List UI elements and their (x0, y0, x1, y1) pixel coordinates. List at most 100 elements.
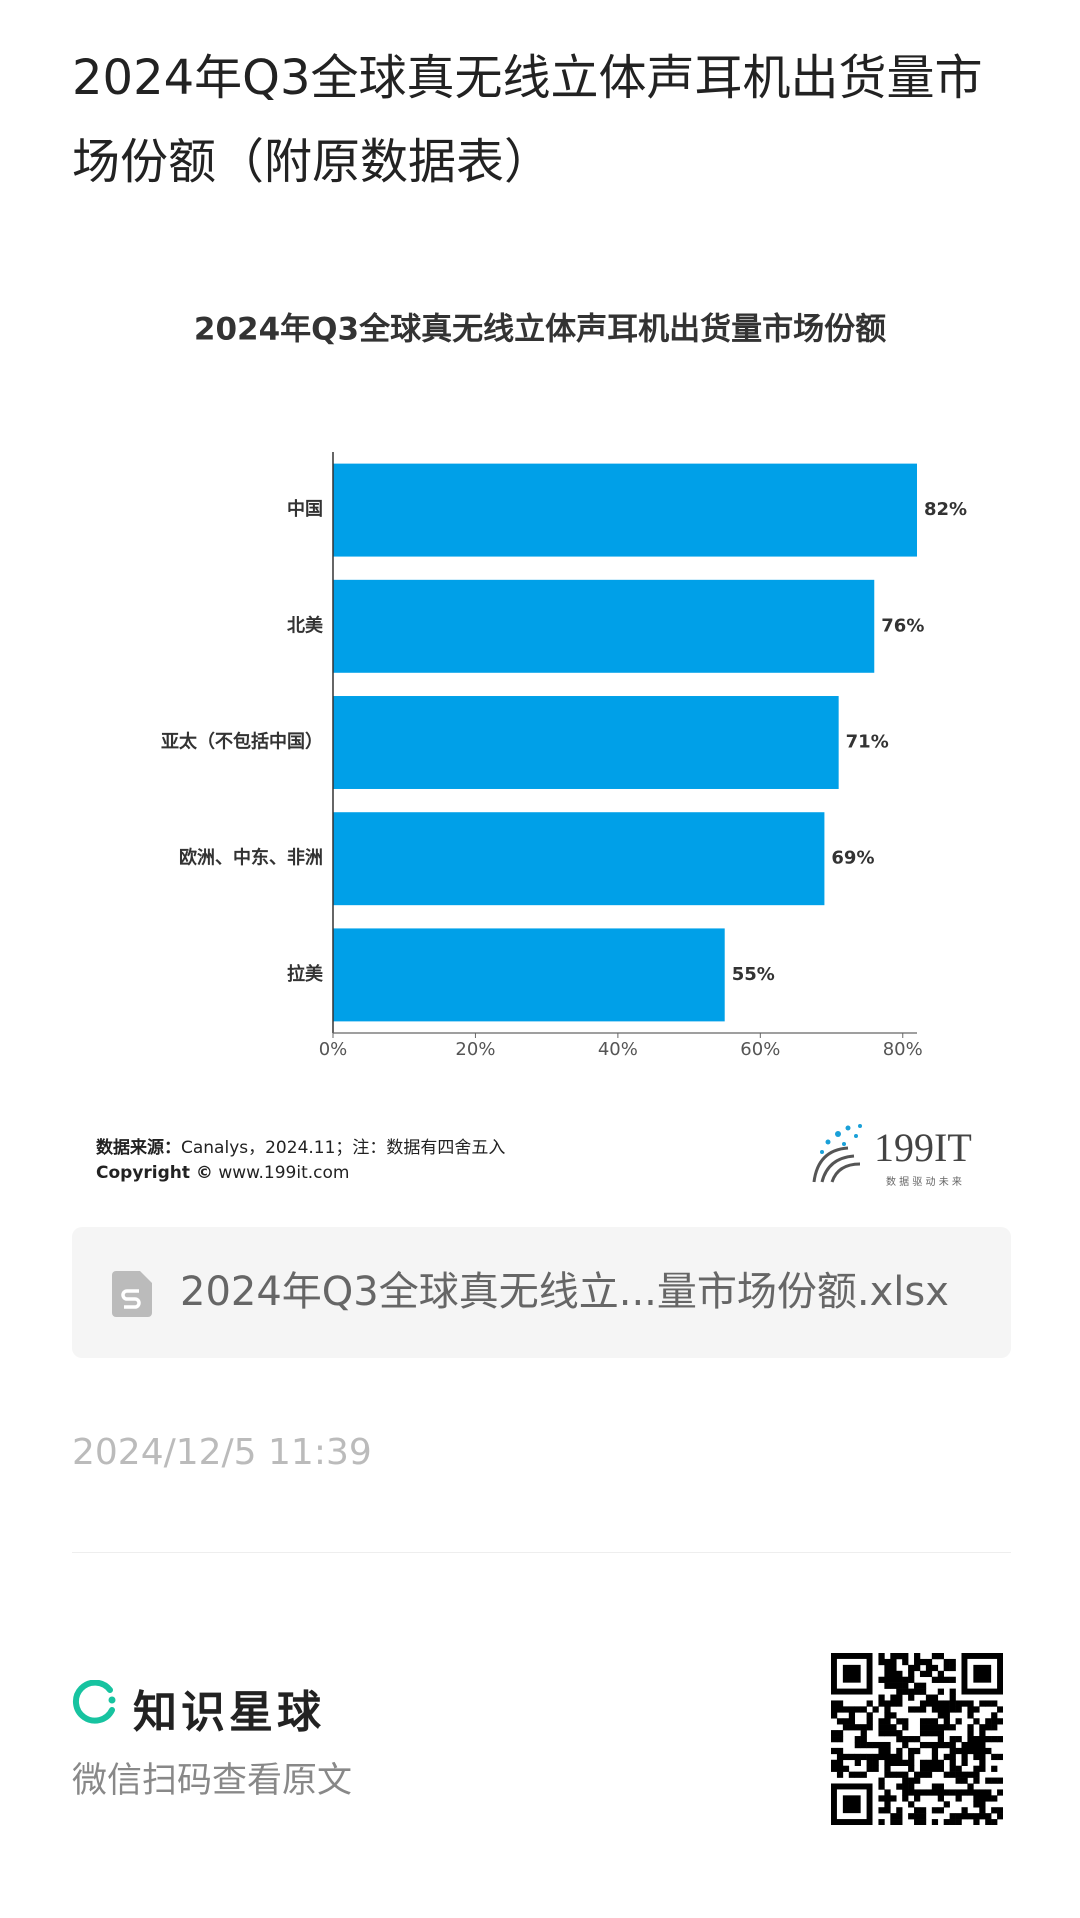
qr-module (831, 1706, 838, 1713)
qr-module (866, 1765, 873, 1772)
qr-module (949, 1765, 956, 1772)
qr-module (831, 1765, 838, 1772)
qr-module (896, 1718, 903, 1725)
qr-module (890, 1676, 897, 1683)
qr-module (919, 1813, 927, 1820)
qr-module (979, 1753, 986, 1761)
qr-module (979, 1747, 986, 1755)
qr-module (836, 1730, 844, 1737)
qr-module (943, 1789, 950, 1796)
qr-module (884, 1712, 891, 1719)
qr-module (991, 1736, 998, 1743)
qr-module (931, 1730, 939, 1737)
bar (333, 579, 875, 673)
qr-module (914, 1789, 921, 1796)
qr-module (896, 1736, 903, 1743)
qr-module (902, 1777, 909, 1784)
qr-module (949, 1694, 956, 1701)
qr-module (902, 1676, 909, 1683)
qr-module (925, 1730, 933, 1737)
qr-module (890, 1753, 897, 1761)
qr-module (961, 1759, 968, 1766)
qr-module (919, 1759, 927, 1766)
qr-module (949, 1658, 956, 1666)
qr-module (967, 1706, 974, 1713)
qr-module (949, 1664, 956, 1672)
qr-module (836, 1753, 844, 1761)
source-label: 数据来源： (96, 1138, 181, 1158)
qr-module (961, 1700, 968, 1707)
qr-module (925, 1741, 933, 1749)
qr-module (949, 1789, 956, 1796)
qr-module (896, 1688, 903, 1695)
qr-module (955, 1795, 962, 1802)
qr-module (943, 1676, 950, 1683)
qr-module (878, 1653, 885, 1660)
qr-module (931, 1741, 939, 1749)
y-tick-label: 亚太（不包括中国） (161, 731, 323, 753)
qr-module (896, 1771, 903, 1778)
qr-module (955, 1789, 962, 1796)
qr-module (872, 1753, 879, 1761)
qr-module (991, 1795, 998, 1802)
qr-code[interactable] (831, 1653, 1003, 1825)
qr-module (931, 1718, 939, 1725)
qr-module (967, 1736, 974, 1743)
qr-module (949, 1741, 956, 1749)
qr-module (919, 1718, 927, 1725)
qr-module (991, 1807, 998, 1814)
qr-module (908, 1777, 915, 1784)
file-attachment[interactable]: 2024年Q3全球真无线立...量市场份额.xlsx (72, 1227, 1011, 1358)
qr-module (831, 1759, 838, 1766)
qr-module (860, 1730, 867, 1737)
qr-module (896, 1682, 903, 1689)
qr-module (908, 1759, 915, 1766)
qr-module (931, 1664, 939, 1672)
page-title: 2024年Q3全球真无线立体声耳机出货量市场份额（附原数据表） (72, 50, 983, 190)
qr-module (896, 1730, 903, 1737)
qr-module (884, 1700, 891, 1707)
qr-module (890, 1694, 897, 1701)
qr-module (973, 1795, 980, 1802)
qr-module (908, 1706, 915, 1713)
qr-module (842, 1724, 850, 1731)
qr-module (836, 1759, 844, 1766)
qr-module (931, 1783, 939, 1790)
qr-module (985, 1819, 992, 1825)
qr-module (914, 1688, 921, 1695)
qr-module (925, 1700, 933, 1707)
qr-module (836, 1747, 844, 1755)
qr-module (943, 1658, 950, 1666)
qr-module (919, 1706, 927, 1713)
qr-module (866, 1753, 873, 1761)
qr-module (925, 1670, 933, 1678)
qr-module (931, 1765, 939, 1772)
qr-module (842, 1718, 850, 1725)
qr-module (973, 1819, 980, 1825)
qr-module (937, 1741, 944, 1749)
qr-module (884, 1676, 891, 1683)
qr-module (949, 1819, 956, 1825)
qr-module (896, 1819, 903, 1825)
qr-module (925, 1765, 933, 1772)
qr-module (955, 1718, 962, 1725)
qr-module (878, 1718, 885, 1725)
qr-module (896, 1747, 903, 1755)
qr-module (878, 1700, 885, 1707)
qr-module (991, 1753, 998, 1761)
qr-module (884, 1724, 891, 1731)
value-label: 55% (732, 964, 775, 985)
qr-module (925, 1759, 933, 1766)
qr-module (967, 1813, 974, 1820)
qr-module (925, 1694, 933, 1701)
qr-module (949, 1676, 956, 1683)
chart-title: 2024年Q3全球真无线立体声耳机出货量市场份额 (194, 312, 886, 348)
qr-module (967, 1724, 974, 1731)
qr-module (943, 1801, 950, 1808)
qr-module (902, 1658, 909, 1666)
qr-module (878, 1795, 885, 1802)
qr-module (967, 1783, 974, 1790)
qr-module (973, 1753, 980, 1761)
